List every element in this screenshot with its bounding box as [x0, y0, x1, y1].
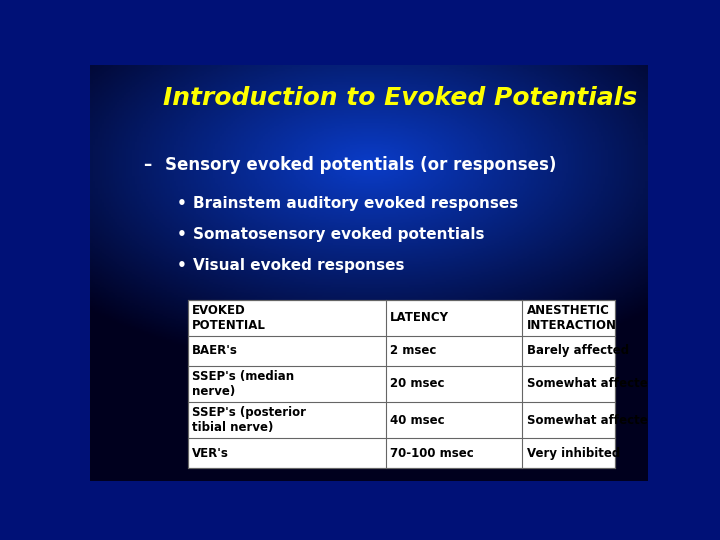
Text: LATENCY: LATENCY	[390, 312, 449, 325]
Text: Somatosensory evoked potentials: Somatosensory evoked potentials	[193, 227, 485, 242]
Text: •: •	[176, 227, 186, 242]
Text: Sensory evoked potentials (or responses): Sensory evoked potentials (or responses)	[166, 156, 557, 174]
Text: ANESTHETIC
INTERACTION: ANESTHETIC INTERACTION	[527, 304, 617, 332]
Text: VER's: VER's	[192, 447, 229, 460]
Text: Very inhibited: Very inhibited	[527, 447, 620, 460]
Text: EVOKED
POTENTIAL: EVOKED POTENTIAL	[192, 304, 266, 332]
Text: 20 msec: 20 msec	[390, 377, 445, 390]
Text: SSEP's (median
nerve): SSEP's (median nerve)	[192, 370, 294, 398]
Text: Introduction to Evoked Potentials: Introduction to Evoked Potentials	[163, 85, 636, 110]
Text: 70-100 msec: 70-100 msec	[390, 447, 474, 460]
Text: 40 msec: 40 msec	[390, 414, 445, 427]
Text: –: –	[143, 156, 151, 174]
Text: Brainstem auditory evoked responses: Brainstem auditory evoked responses	[193, 196, 518, 211]
Text: •: •	[176, 196, 186, 211]
Text: Somewhat affecte: Somewhat affecte	[527, 414, 648, 427]
Text: BAER's: BAER's	[192, 345, 238, 357]
Text: 2 msec: 2 msec	[390, 345, 436, 357]
Text: Barely affected: Barely affected	[527, 345, 629, 357]
Text: Somewhat affecte: Somewhat affecte	[527, 377, 648, 390]
FancyBboxPatch shape	[188, 300, 615, 468]
Text: SSEP's (posterior
tibial nerve): SSEP's (posterior tibial nerve)	[192, 406, 306, 434]
Text: Visual evoked responses: Visual evoked responses	[193, 258, 405, 273]
Text: •: •	[176, 258, 186, 273]
